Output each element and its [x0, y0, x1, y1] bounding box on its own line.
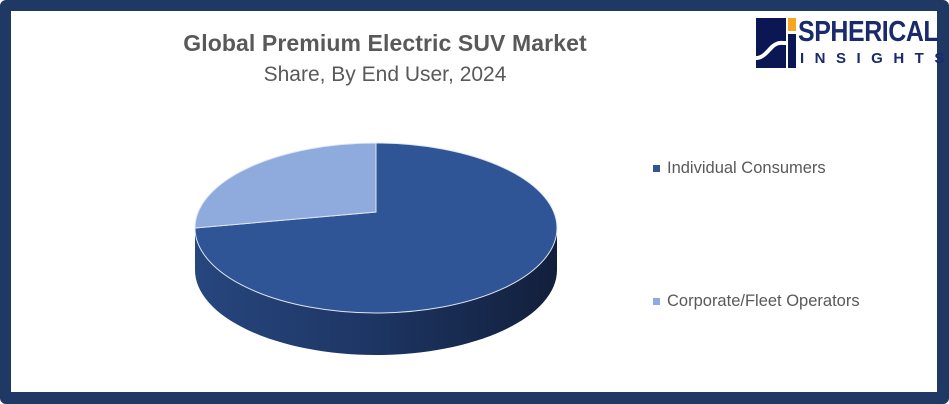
chart-title: Global Premium Electric SUV Market [183, 30, 587, 56]
spherical-insights-logo: SPHERICAL INSIGHTS [754, 16, 944, 70]
legend-label: Individual Consumers [667, 159, 826, 177]
chart-subtitle: Share, By End User, 2024 [263, 63, 507, 86]
legend-label: Corporate/Fleet Operators [667, 292, 860, 310]
legend-marker-icon [653, 165, 660, 172]
logo-text-sub: INSIGHTS [800, 50, 949, 67]
pie-slice-corporate-fleet-operators[interactable] [194, 142, 377, 229]
pie-side-individual-consumers [195, 228, 557, 355]
logo-mark-icon [756, 18, 796, 68]
legend-marker-icon [653, 298, 660, 305]
legend-item-individual-consumers: Individual Consumers [653, 159, 826, 178]
pie-slice-individual-consumers[interactable] [194, 142, 558, 314]
legend-item-corporate-fleet-operators: Corporate/Fleet Operators [653, 292, 860, 311]
logo-text-main: SPHERICAL [798, 16, 939, 48]
